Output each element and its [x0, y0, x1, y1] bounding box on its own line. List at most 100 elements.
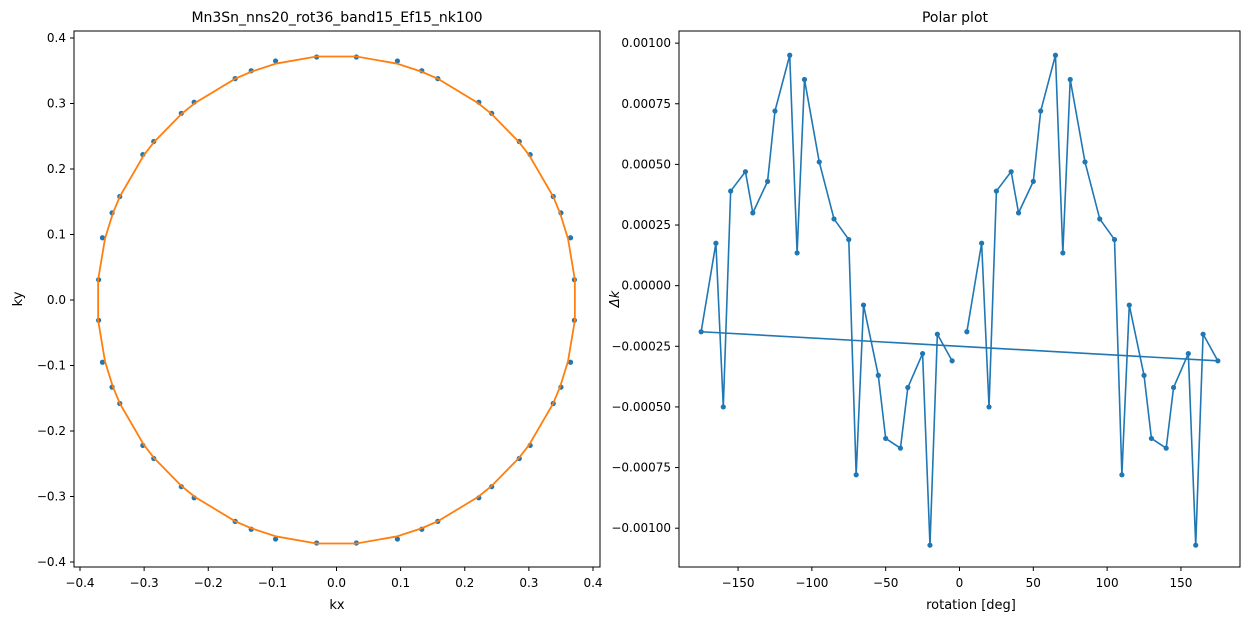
y-tick-label: 0.00050: [621, 157, 671, 171]
delta-k-point: [1052, 52, 1059, 58]
delta-k-point: [742, 169, 749, 175]
left-chart-title: Mn3Sn_nns20_rot36_band15_Ef15_nk100: [191, 10, 482, 26]
right-plot-area: [698, 52, 1221, 548]
delta-k-point: [1097, 216, 1103, 222]
delta-k-point: [1148, 435, 1155, 442]
contour-line: [97, 55, 576, 545]
delta-k-point: [1215, 358, 1221, 364]
left-x-axis: −0.4 −0.3 −0.2 −0.1 0.0 0.1 0.2 0.3 0.4: [65, 567, 603, 590]
contour-point: [394, 536, 401, 542]
contour-point: [99, 359, 106, 365]
delta-k-point: [875, 372, 881, 378]
y-tick-label: −0.2: [37, 424, 66, 438]
delta-k-point: [993, 188, 1000, 194]
delta-k-point: [934, 331, 940, 337]
delta-k-point: [1200, 331, 1206, 337]
left-x-axis-label: kx: [329, 598, 345, 613]
y-tick-label: −0.00025: [611, 339, 671, 353]
contour-point: [272, 536, 279, 542]
contour-point: [272, 58, 279, 64]
delta-k-point: [831, 216, 837, 222]
delta-k-point: [1126, 302, 1132, 308]
delta-k-point: [698, 329, 704, 335]
right-x-axis: −150 −100 −50 0 50 100 150: [722, 567, 1192, 590]
delta-k-point: [728, 188, 734, 194]
delta-k-point: [860, 302, 867, 308]
delta-k-point: [1038, 108, 1044, 114]
x-tick-label: 0: [956, 576, 964, 590]
delta-k-point: [927, 542, 933, 548]
delta-k-point: [897, 445, 904, 451]
x-tick-label: −0.1: [258, 576, 287, 590]
delta-k-point: [979, 240, 985, 246]
x-tick-label: 100: [1096, 576, 1119, 590]
contour-point: [567, 235, 574, 241]
x-tick-label: 0.4: [583, 576, 602, 590]
x-tick-label: −0.3: [130, 576, 159, 590]
y-tick-label: −0.1: [37, 359, 66, 373]
delta-k-point: [1082, 159, 1088, 165]
y-tick-label: −0.00050: [611, 400, 671, 414]
x-tick-label: −0.2: [194, 576, 223, 590]
y-tick-label: 0.2: [47, 162, 66, 176]
delta-k-point: [1141, 372, 1147, 378]
x-tick-label: 0.1: [391, 576, 410, 590]
y-tick-label: 0.00075: [621, 97, 671, 111]
delta-k-point: [949, 358, 955, 364]
delta-k-point: [772, 108, 778, 114]
right-y-axis: −0.00100 −0.00075 −0.00050 −0.00025 0.00000 0…: [611, 36, 679, 535]
delta-k-point: [787, 52, 793, 58]
delta-k-point: [1015, 210, 1022, 216]
delta-k-point: [1067, 76, 1073, 83]
delta-k-point: [764, 178, 771, 184]
polar-delta-chart: Polar plot −150 −100 −50 0 50 100 150 −0.00100…: [608, 10, 1241, 613]
y-tick-label: 0.3: [47, 97, 66, 111]
delta-k-point: [713, 240, 719, 246]
delta-k-point: [964, 329, 970, 335]
y-tick-label: 0.1: [47, 228, 66, 242]
y-tick-label: 0.0: [47, 293, 66, 307]
x-tick-label: −150: [722, 576, 755, 590]
delta-k-point: [846, 236, 852, 243]
delta-k-point: [1119, 472, 1125, 478]
delta-k-point: [1060, 250, 1066, 256]
x-tick-label: 0.3: [519, 576, 538, 590]
delta-k-point: [919, 350, 926, 357]
fermi-contour-chart: Mn3Sn_nns20_rot36_band15_Ef15_nk100 −0.4…: [11, 10, 603, 613]
delta-k-point: [883, 435, 889, 442]
delta-k-point: [794, 250, 800, 256]
left-y-axis: −0.4 −0.3 −0.2 −0.1 0.0 0.1 0.2 0.3 0.4: [37, 31, 74, 569]
contour-point: [567, 359, 574, 365]
delta-k-point: [1193, 542, 1199, 548]
delta-k-point: [986, 404, 992, 410]
delta-k-point: [816, 159, 822, 165]
delta-k-point: [853, 472, 859, 478]
left-y-axis-label: ky: [11, 291, 26, 306]
x-tick-label: −50: [873, 576, 898, 590]
left-plot-area: [95, 54, 578, 546]
contour-point: [99, 235, 106, 241]
y-tick-label: 0.00000: [621, 279, 671, 293]
contour-point: [394, 58, 401, 64]
delta-k-point: [1030, 178, 1036, 184]
x-tick-label: −100: [795, 576, 828, 590]
delta-k-point: [1111, 236, 1118, 243]
delta-k-point: [801, 76, 808, 83]
delta-k-point: [1163, 445, 1169, 451]
delta-k-point: [750, 210, 756, 216]
right-chart-title: Polar plot: [922, 10, 989, 26]
y-tick-label: 0.4: [47, 31, 66, 45]
x-tick-label: 0.2: [455, 576, 474, 590]
y-tick-label: −0.4: [37, 555, 66, 569]
x-tick-label: 150: [1169, 576, 1192, 590]
y-tick-label: −0.00100: [611, 521, 671, 535]
y-tick-label: −0.00075: [611, 461, 671, 475]
x-tick-label: 0.0: [327, 576, 346, 590]
delta-k-point: [1008, 169, 1014, 175]
x-tick-label: 50: [1026, 576, 1041, 590]
right-x-axis-label: rotation [deg]: [926, 598, 1016, 613]
y-tick-label: −0.3: [37, 490, 66, 504]
right-y-axis-label: Δk: [608, 290, 623, 308]
